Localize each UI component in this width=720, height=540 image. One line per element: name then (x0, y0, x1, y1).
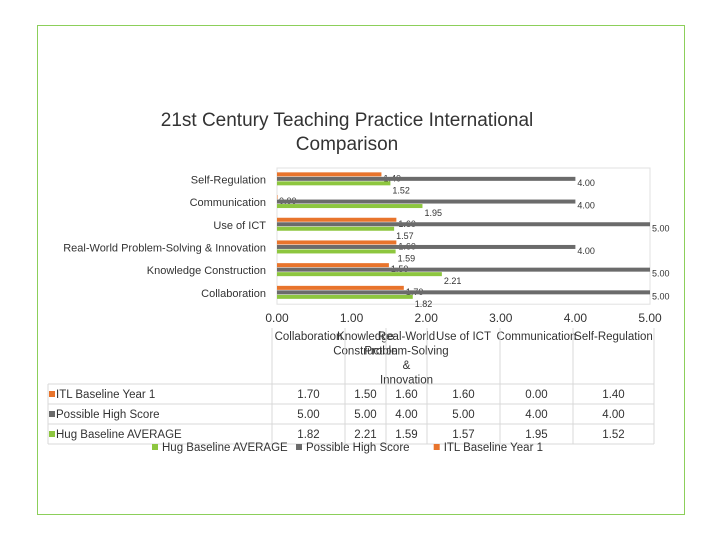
category-label-real-world-problem-solving-innovation: Real-World Problem-Solving & Innovation (63, 242, 266, 254)
table-cell-itl-baseline-year-1-real-world-problem-solving-innovation: 1.60 (395, 389, 417, 401)
table-cell-hug-baseline-average-knowledge-construction: 2.21 (354, 429, 376, 441)
legend-label-hug-baseline-average: Hug Baseline AVERAGE (162, 442, 288, 454)
bar-hug-baseline-average-self-regulation (277, 181, 391, 186)
bar-itl-baseline-year-1-real-world-problem-solving-innovation (277, 240, 397, 245)
chart-title: 21st Century Teaching Practice Internati… (161, 110, 533, 155)
data-label-possible-high-score-self-regulation: 4.00 (577, 178, 595, 188)
bar-possible-high-score-use-of-ict (277, 222, 650, 227)
table-header-communication: Communication (497, 331, 577, 343)
table-header-collaboration: Collaboration (275, 331, 343, 343)
data-label-possible-high-score-real-world-problem-solving-innovation: 4.00 (577, 246, 595, 256)
legend-label-itl-baseline-year-1: ITL Baseline Year 1 (444, 442, 543, 454)
x-tick-label-0: 0.00 (265, 311, 289, 325)
table-cell-possible-high-score-real-world-problem-solving-innovation: 4.00 (395, 409, 417, 421)
category-label-knowledge-construction: Knowledge Construction (147, 265, 266, 277)
x-tick-label-3: 3.00 (489, 311, 513, 325)
legend-key-itl-baseline-year-1 (433, 444, 440, 450)
table-cell-itl-baseline-year-1-knowledge-construction: 1.50 (354, 389, 376, 401)
table-cell-hug-baseline-average-real-world-problem-solving-innovation: 1.59 (395, 429, 417, 441)
data-label-hug-baseline-average-real-world-problem-solving-innovation: 1.59 (398, 253, 416, 263)
data-label-hug-baseline-average-self-regulation: 1.52 (392, 185, 410, 195)
bar-hug-baseline-average-real-world-problem-solving-innovation (277, 249, 396, 254)
table-cell-possible-high-score-communication: 4.00 (525, 409, 547, 421)
bar-possible-high-score-collaboration (277, 290, 650, 295)
bar-itl-baseline-year-1-collaboration (277, 285, 404, 290)
table-cell-hug-baseline-average-communication: 1.95 (525, 429, 547, 441)
x-tick-label-4: 4.00 (564, 311, 588, 325)
x-tick-label-1: 1.00 (340, 311, 364, 325)
x-tick-label-2: 2.00 (415, 311, 439, 325)
x-tick-label-5: 5.00 (638, 311, 662, 325)
table-cell-itl-baseline-year-1-collaboration: 1.70 (297, 389, 319, 401)
data-label-possible-high-score-communication: 4.00 (577, 201, 595, 211)
legend-key-hug-baseline-average (152, 444, 158, 450)
bar-hug-baseline-average-use-of-ict (277, 226, 395, 231)
category-label-communication: Communication (190, 197, 266, 209)
table-cell-itl-baseline-year-1-communication: 0.00 (525, 389, 547, 401)
bar-possible-high-score-real-world-problem-solving-innovation (277, 244, 576, 249)
bar-possible-high-score-knowledge-construction (277, 267, 650, 272)
legend-key-possible-high-score (296, 444, 302, 450)
category-label-self-regulation: Self-Regulation (191, 174, 266, 186)
bar-itl-baseline-year-1-use-of-ict (277, 217, 397, 222)
data-label-hug-baseline-average-knowledge-construction: 2.21 (444, 276, 462, 286)
data-label-possible-high-score-knowledge-construction: 5.00 (652, 269, 670, 279)
table-header-self-regulation: Self-Regulation (574, 331, 653, 343)
table-legend-key-hug-baseline-average (49, 431, 55, 437)
table-cell-possible-high-score-self-regulation: 4.00 (602, 409, 624, 421)
data-label-hug-baseline-average-collaboration: 1.82 (415, 299, 433, 309)
bar-possible-high-score-self-regulation (277, 176, 576, 181)
table-cell-itl-baseline-year-1-self-regulation: 1.40 (602, 389, 624, 401)
data-label-possible-high-score-collaboration: 5.00 (652, 291, 670, 301)
bar-hug-baseline-average-knowledge-construction (277, 272, 442, 277)
table-cell-hug-baseline-average-collaboration: 1.82 (297, 429, 319, 441)
table-row-label-itl-baseline-year-1: ITL Baseline Year 1 (56, 389, 155, 401)
bar-itl-baseline-year-1-knowledge-construction (277, 263, 389, 268)
category-label-use-of-ict: Use of ICT (213, 220, 266, 232)
table-cell-hug-baseline-average-use-of-ict: 1.57 (452, 429, 474, 441)
table-cell-possible-high-score-knowledge-construction: 5.00 (354, 409, 376, 421)
bar-hug-baseline-average-communication (277, 204, 423, 209)
bar-hug-baseline-average-collaboration (277, 294, 413, 299)
table-legend-key-itl-baseline-year-1 (49, 391, 55, 397)
table-cell-possible-high-score-collaboration: 5.00 (297, 409, 319, 421)
data-label-possible-high-score-use-of-ict: 5.00 (652, 223, 670, 233)
bar-itl-baseline-year-1-self-regulation (277, 172, 382, 177)
table-cell-hug-baseline-average-self-regulation: 1.52 (602, 429, 624, 441)
data-label-hug-baseline-average-use-of-ict: 1.57 (396, 231, 414, 241)
category-label-collaboration: Collaboration (201, 288, 266, 300)
plot-area (276, 167, 651, 305)
table-legend-key-possible-high-score (49, 411, 55, 417)
table-header-use-of-ict: Use of ICT (436, 331, 491, 343)
legend-label-possible-high-score: Possible High Score (306, 442, 410, 454)
table-cell-itl-baseline-year-1-use-of-ict: 1.60 (452, 389, 474, 401)
table-row-label-hug-baseline-average: Hug Baseline AVERAGE (56, 429, 182, 441)
slide-frame (37, 25, 685, 515)
data-label-hug-baseline-average-communication: 1.95 (424, 208, 442, 218)
bar-possible-high-score-communication (277, 199, 576, 204)
table-row-label-possible-high-score: Possible High Score (56, 409, 160, 421)
table-header-knowledge-construction: Knowledge Construction (333, 331, 398, 358)
table-cell-possible-high-score-use-of-ict: 5.00 (452, 409, 474, 421)
bar-itl-baseline-year-1-communication (277, 195, 278, 200)
